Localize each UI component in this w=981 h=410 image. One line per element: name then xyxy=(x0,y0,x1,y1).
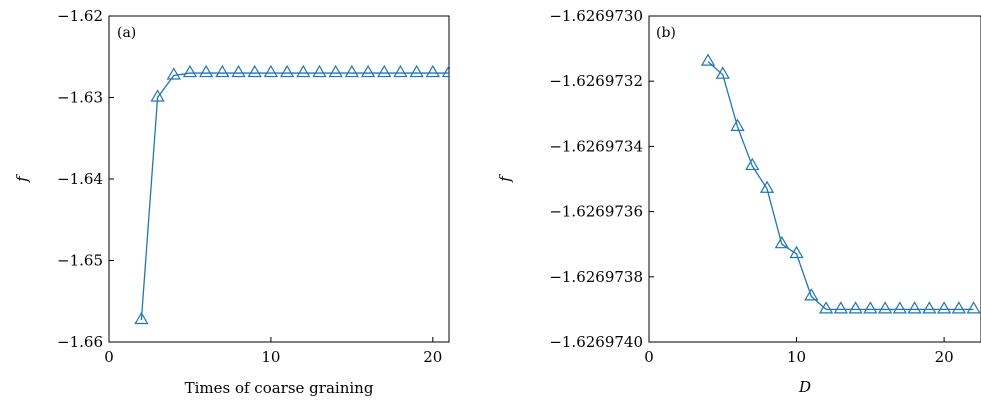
panel-b-data-point-triangle xyxy=(715,66,730,79)
panel-a-data-point-triangle xyxy=(312,64,327,78)
panel-a-series xyxy=(134,64,450,325)
panel-a-data-point-triangle xyxy=(199,64,214,78)
panel-a-plot-frame xyxy=(108,15,450,343)
panel-a-data-point-triangle xyxy=(344,64,359,78)
panel-a-data-point-triangle xyxy=(377,64,392,78)
panel-a-x-tick-label: 0 xyxy=(104,348,114,366)
panel-b-data-point-triangle xyxy=(936,301,952,314)
panel-a-data-point-triangle xyxy=(231,64,246,78)
panel-b-data-point-triangle xyxy=(892,301,907,314)
panel-b-data-point-triangle xyxy=(774,236,789,249)
panel-a-data-point-triangle xyxy=(409,64,424,78)
panel-a-data-point-triangle xyxy=(134,311,149,325)
panel-a-data-point-triangle xyxy=(150,89,165,102)
panel-b-data-point-triangle xyxy=(789,245,804,259)
panel-b-x-tick-label: 20 xyxy=(935,348,954,366)
panel-b-tag: (b) xyxy=(656,25,676,41)
panel-b-series-line xyxy=(707,61,974,311)
panel-b-data-point-triangle xyxy=(833,301,848,314)
panel-a-y-tick-label: −1.65 xyxy=(57,252,103,270)
panel-a-x-ticks: 0 10 20 xyxy=(104,337,442,366)
panel-a-x-axis-label: Times of coarse graining xyxy=(185,379,374,397)
panel-b-data-point-triangle xyxy=(951,301,967,314)
panel-a-data-point-triangle xyxy=(360,64,376,78)
panel-a-y-tick-label: −1.63 xyxy=(57,89,103,107)
panel-b-y-axis-label: f xyxy=(496,174,514,183)
panel-b-x-ticks: 0 10 20 xyxy=(644,337,954,366)
panel-a-y-tick-label: −1.64 xyxy=(57,170,103,188)
panel-b-y-ticks: −1.6269740 −1.6269738 −1.6269736 −1.6269734… xyxy=(549,7,654,351)
panel-a-data-point-triangle xyxy=(425,64,440,78)
panel-b-x-axis-label: D xyxy=(798,378,811,396)
panel-b-data-point-triangle xyxy=(907,301,922,314)
panel-a-data-point-triangle xyxy=(182,64,198,78)
panel-a-data-point-triangle xyxy=(166,67,181,80)
panel-a-data-point-triangle xyxy=(279,64,295,78)
panel-a-y-axis-label: f xyxy=(13,174,31,183)
panel-a-data-point-triangle xyxy=(441,64,450,78)
panel-b-data-point-triangle xyxy=(848,301,863,314)
panel-b-series xyxy=(700,53,981,314)
panel-a-data-point-triangle xyxy=(328,64,343,78)
panel-a-data-point-triangle xyxy=(263,64,279,78)
panel-b-y-tick-label: −1.6269732 xyxy=(549,72,643,90)
panel-a-y-ticks: −1.66 −1.65 −1.64 −1.63 −1.62 xyxy=(57,7,114,351)
panel-a-x-tick-label: 10 xyxy=(261,348,280,366)
panel-a-y-tick-label: −1.62 xyxy=(57,7,103,25)
panel-a-data-point-triangle xyxy=(296,64,311,78)
panel-b-x-tick-label: 10 xyxy=(787,348,806,366)
panel-b-data-point-triangle xyxy=(966,301,981,314)
panel-b-y-tick-label: −1.6269734 xyxy=(549,137,643,155)
panel-b-data-point-triangle xyxy=(922,301,937,314)
panel-b-data-point-triangle xyxy=(818,301,834,314)
panel-b-data-point-triangle xyxy=(759,180,775,193)
panel-b-data-point-triangle xyxy=(877,301,893,314)
panel-b-plot-frame xyxy=(648,15,981,343)
panel-b-y-tick-label: −1.6269730 xyxy=(549,7,643,25)
panel-b-data-point-triangle xyxy=(804,288,819,301)
panel-b-data-point-triangle xyxy=(863,301,878,314)
panel-b-data-point-triangle xyxy=(700,53,716,66)
panel-b: −1.6269740 −1.6269738 −1.6269736 −1.6269734… xyxy=(496,7,981,396)
panel-b-y-tick-label: −1.6269736 xyxy=(549,203,643,221)
panel-b-y-tick-label: −1.6269740 xyxy=(549,333,643,351)
panel-b-data-point-triangle xyxy=(745,157,760,171)
panel-a: −1.66 −1.65 −1.64 −1.63 −1.62 0 10 20 (a) Time… xyxy=(13,7,450,397)
panel-a-data-point-triangle xyxy=(247,64,262,78)
panel-b-y-tick-label: −1.6269738 xyxy=(549,268,643,286)
panel-a-tag: (a) xyxy=(117,25,136,41)
panel-a-data-point-triangle xyxy=(393,64,408,78)
panel-b-data-point-triangle xyxy=(730,118,745,131)
panel-a-x-tick-label: 20 xyxy=(423,348,442,366)
panel-a-series-line xyxy=(140,72,449,321)
panel-a-y-tick-label: −1.66 xyxy=(57,333,103,351)
panel-a-data-point-triangle xyxy=(215,64,230,78)
panel-b-x-tick-label: 0 xyxy=(644,348,654,366)
